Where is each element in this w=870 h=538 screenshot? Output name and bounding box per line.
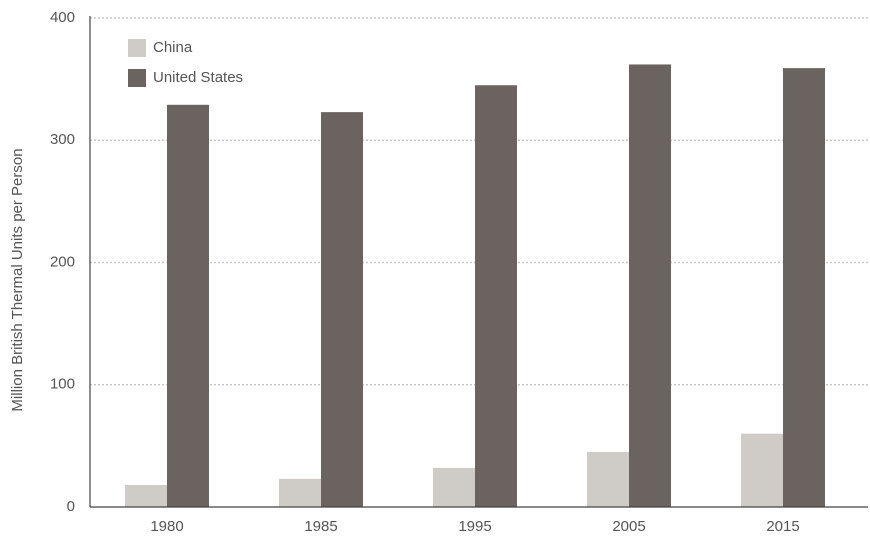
bar: [629, 64, 671, 507]
bar: [125, 484, 167, 507]
y-tick-label: 300: [50, 131, 75, 148]
bar: [167, 104, 209, 508]
bar: [279, 478, 321, 507]
bar: [741, 433, 783, 507]
bar: [433, 467, 475, 507]
legend-label: United States: [153, 69, 243, 86]
x-tick-label: 2005: [612, 518, 645, 535]
x-tick-label: 1995: [458, 518, 491, 535]
x-tick-label: 2015: [766, 518, 799, 535]
y-tick-label: 100: [50, 376, 75, 393]
bar: [321, 112, 363, 507]
legend-swatch: [128, 69, 146, 87]
legend-swatch: [128, 39, 146, 57]
x-tick-label: 1985: [304, 518, 337, 535]
bar: [783, 68, 825, 507]
y-tick-label: 200: [50, 253, 75, 270]
legend-label: China: [153, 39, 193, 56]
bar: [475, 85, 517, 508]
y-axis-title: Million British Thermal Units per Person: [9, 148, 26, 411]
y-tick-label: 400: [50, 9, 75, 26]
bar: [587, 451, 629, 507]
y-tick-label: 0: [67, 498, 75, 515]
x-tick-label: 1980: [150, 518, 183, 535]
